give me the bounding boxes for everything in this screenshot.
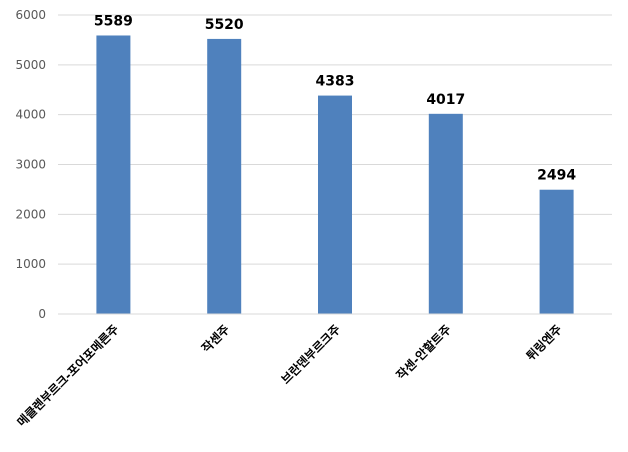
- x-tick-label: 튀링엔주: [523, 322, 565, 364]
- y-tick-label: 1000: [15, 257, 46, 271]
- y-axis-ticks: 0 1000 2000 3000 4000 5000 6000: [15, 8, 46, 321]
- bar: [428, 113, 463, 314]
- bar: [96, 35, 131, 314]
- data-label: 4017: [426, 92, 465, 108]
- x-tick-label: 메클렌부르크-포어포메른주: [14, 322, 122, 430]
- x-tick-label: 작센주: [198, 322, 232, 356]
- data-label: 5589: [94, 13, 133, 29]
- bar: [539, 189, 574, 314]
- y-tick-label: 0: [38, 307, 46, 321]
- y-tick-label: 5000: [15, 58, 46, 72]
- bar: [207, 38, 242, 315]
- bar: [318, 95, 352, 314]
- data-labels: 5589 5520 4383 4017 2494: [94, 13, 576, 183]
- data-label: 4383: [316, 74, 355, 90]
- y-tick-label: 3000: [15, 158, 46, 172]
- data-label: 5520: [205, 17, 244, 33]
- x-axis-labels: 메클렌부르크-포어포메른주 작센주 브란덴부르크주 작센-안할트주 튀링엔주: [14, 322, 565, 430]
- y-tick-label: 2000: [15, 207, 46, 221]
- y-tick-label: 6000: [15, 8, 46, 22]
- x-tick-label: 브란덴부르크주: [278, 322, 343, 387]
- x-tick-label: 작센-안할트주: [393, 322, 454, 383]
- data-label: 2494: [537, 168, 576, 184]
- bars: [96, 35, 574, 315]
- y-tick-label: 4000: [15, 108, 46, 122]
